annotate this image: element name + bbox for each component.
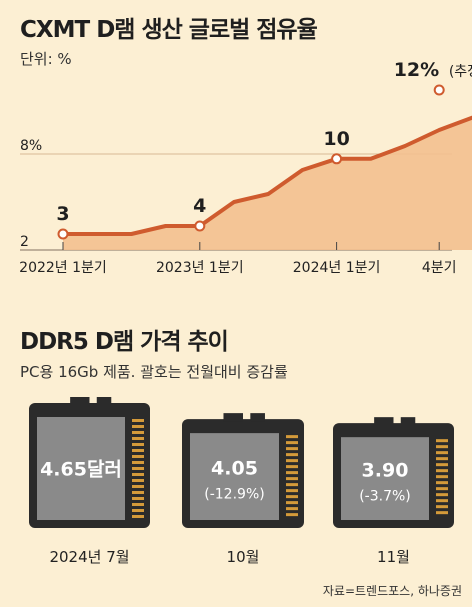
chip-pin	[286, 471, 298, 475]
price-value-label: 3.90	[362, 460, 409, 482]
chip-pin	[132, 437, 144, 440]
chip-pin	[286, 435, 298, 439]
x-tick-label: 4분기	[422, 260, 457, 276]
chip-pin	[286, 465, 298, 469]
price-chart-title: DDR5 D램 가격 추이	[20, 329, 229, 355]
x-tick-label: 2024년 1분기	[293, 260, 381, 276]
chip-pin	[286, 477, 298, 481]
price-chart-subtitle: PC용 16Gb 제품. 괄호는 전월대비 증감률	[20, 363, 288, 381]
chip-pin	[132, 455, 144, 458]
source-note: 자료=트렌드포스, 하나증권	[322, 584, 462, 598]
share-area	[63, 117, 472, 250]
chip-pin	[436, 481, 448, 485]
chip-pin	[132, 467, 144, 470]
data-point-label: 3	[56, 203, 69, 225]
chip-pin	[286, 495, 298, 499]
data-point-label: 12%	[394, 59, 439, 81]
chip-pin	[436, 457, 448, 461]
chip-pin	[132, 425, 144, 428]
x-tick-label: 2023년 1분기	[156, 260, 244, 276]
chip-pin	[436, 469, 448, 473]
chip-pin	[286, 441, 298, 445]
chip-pin	[286, 489, 298, 493]
chip-pin	[132, 449, 144, 452]
share-chart-unit-label: 단위: %	[20, 50, 72, 68]
price-category-label: 10월	[227, 548, 260, 566]
chip-pin	[132, 497, 144, 500]
y-tick-label: 8%	[20, 138, 42, 154]
x-tick-label: 2022년 1분기	[19, 260, 107, 276]
chip-pin	[132, 503, 144, 506]
share-line	[63, 115, 472, 236]
chip-pin	[132, 461, 144, 464]
price-category-label: 11월	[377, 548, 410, 566]
chip-tab	[96, 397, 112, 405]
chip-pin	[132, 419, 144, 422]
chip-tab	[250, 413, 265, 422]
chip-pin	[436, 493, 448, 497]
chip-tab	[374, 417, 394, 426]
data-point-label: 4	[193, 195, 206, 217]
chip-face	[37, 417, 125, 520]
chip-face	[341, 437, 429, 520]
price-bar-3	[333, 417, 454, 528]
chip-pin	[132, 431, 144, 434]
data-point-marker	[433, 84, 445, 96]
price-change-label: (-12.9%)	[204, 487, 264, 503]
price-bar-2	[182, 413, 304, 528]
chip-pin	[436, 487, 448, 491]
chip-tab	[70, 397, 90, 405]
chip-pin	[436, 475, 448, 479]
price-change-label: (-3.7%)	[359, 489, 411, 505]
chip-pin	[286, 453, 298, 457]
chip-pin	[436, 445, 448, 449]
y-tick-label: 2	[20, 234, 29, 250]
chip-pin	[436, 463, 448, 467]
chip-pin	[436, 499, 448, 503]
chip-pin	[436, 439, 448, 443]
data-point-marker	[57, 228, 69, 240]
chip-pin	[436, 451, 448, 455]
data-point-label: 10	[323, 128, 349, 150]
price-value-label: 4.65달러	[40, 459, 122, 481]
chip-pin	[286, 513, 298, 517]
chip-tab	[400, 417, 416, 426]
data-point-note: (추정)	[449, 64, 472, 80]
chip-pin	[436, 511, 448, 515]
chip-pin	[286, 447, 298, 451]
chip-pin	[286, 501, 298, 505]
data-point-marker	[331, 153, 343, 165]
chip-pin	[132, 491, 144, 494]
share-chart-title: CXMT D램 생산 글로벌 점유율	[20, 17, 318, 43]
chip-pin	[132, 509, 144, 512]
chip-pin	[286, 483, 298, 487]
chip-pin	[132, 473, 144, 476]
price-bar-1	[29, 397, 150, 528]
chip-pin	[132, 485, 144, 488]
chip-pin	[286, 507, 298, 511]
price-category-label: 2024년 7월	[49, 548, 129, 566]
chip-pin	[132, 443, 144, 446]
chip-face	[190, 433, 279, 520]
chip-pin	[132, 515, 144, 518]
data-point-marker	[194, 220, 206, 232]
chip-pin	[286, 459, 298, 463]
chip-pin	[132, 479, 144, 482]
chip-tab	[223, 413, 243, 422]
chip-pin	[436, 505, 448, 509]
price-value-label: 4.05	[211, 458, 258, 480]
share-line-chart: 8% 2 2022년 1분기 2023년 1분기 2024년 1분기 4분기 3 4 10 12%…	[19, 59, 472, 276]
